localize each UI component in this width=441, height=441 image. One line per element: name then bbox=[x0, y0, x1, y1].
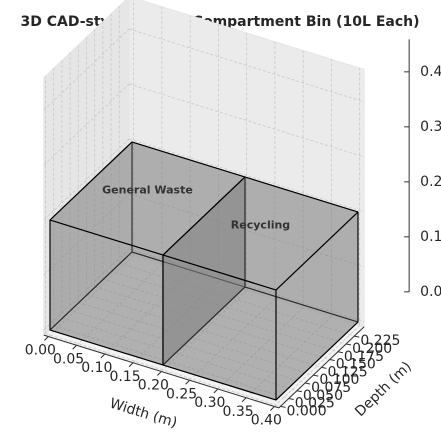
y-tick-label: 0.225 bbox=[360, 333, 400, 349]
grid-line bbox=[129, 138, 365, 213]
x-tick bbox=[100, 353, 106, 359]
x-tick-label: 0.40 bbox=[251, 413, 282, 429]
grid-line bbox=[129, 248, 365, 323]
x-tick-label: 0.20 bbox=[138, 378, 169, 394]
x-tick-label: 0.30 bbox=[194, 395, 225, 411]
x-tick bbox=[44, 336, 49, 341]
y-tick bbox=[354, 335, 360, 338]
grid-line bbox=[45, 333, 281, 407]
y-tick-label: 0.100 bbox=[319, 372, 359, 388]
y-tick-label: 0.000 bbox=[287, 403, 327, 419]
y-tick bbox=[305, 382, 311, 385]
y-tick bbox=[288, 398, 294, 401]
grid-line bbox=[86, 294, 322, 368]
x-tick bbox=[241, 397, 247, 403]
x-tick-label: 0.35 bbox=[223, 404, 254, 420]
y-tick bbox=[280, 405, 286, 408]
z-tick-label: 0.2 bbox=[420, 174, 441, 190]
x-tick bbox=[185, 379, 190, 385]
box-label: Recycling bbox=[231, 219, 290, 232]
x-tick-label: 0.15 bbox=[110, 369, 141, 385]
grid-line bbox=[53, 325, 289, 399]
x-tick bbox=[128, 362, 134, 368]
y-tick bbox=[329, 359, 335, 362]
grid-line bbox=[102, 278, 339, 353]
y-tick-label: 0.075 bbox=[311, 380, 351, 396]
x-tick-label: 0.25 bbox=[166, 386, 197, 402]
y-tick-label: 0.125 bbox=[328, 364, 368, 380]
x-tick-label: 0.10 bbox=[81, 360, 112, 376]
grid-line bbox=[129, 28, 365, 103]
y-tick-label: 0.050 bbox=[303, 388, 343, 404]
x-tick bbox=[213, 388, 219, 394]
grid-line bbox=[61, 317, 298, 392]
x-tick-label: 0.00 bbox=[25, 343, 56, 359]
x-tick-label: 0.05 bbox=[53, 351, 84, 367]
y-tick bbox=[321, 366, 327, 369]
x-tick bbox=[157, 371, 162, 376]
axis-line bbox=[278, 326, 365, 409]
y-tick-label: 0.025 bbox=[295, 396, 335, 412]
y-tick bbox=[346, 343, 352, 346]
z-tick-label: 0.4 bbox=[420, 64, 441, 80]
x-tick bbox=[72, 344, 77, 350]
y-tick bbox=[296, 390, 303, 393]
z-tick-label: 0.1 bbox=[420, 229, 441, 245]
y-tick-label: 0.175 bbox=[344, 349, 384, 365]
z-tick-label: 0.0 bbox=[420, 284, 441, 300]
axis-line bbox=[43, 334, 280, 409]
grid-line bbox=[69, 309, 306, 384]
grid-line bbox=[94, 286, 330, 360]
y-tick-label: 0.150 bbox=[336, 357, 376, 373]
grid-line bbox=[78, 301, 314, 376]
grid-line bbox=[129, 83, 365, 158]
box-label: General Waste bbox=[102, 184, 193, 197]
y-tick-label: 0.200 bbox=[352, 341, 392, 357]
x-tick bbox=[270, 406, 275, 411]
grid-line bbox=[119, 262, 355, 337]
z-tick-label: 0.3 bbox=[420, 119, 441, 135]
y-tick bbox=[337, 351, 344, 354]
box-face bbox=[162, 176, 359, 291]
y-tick bbox=[313, 374, 319, 377]
grid-line bbox=[129, 193, 365, 268]
grid-line bbox=[110, 270, 347, 345]
